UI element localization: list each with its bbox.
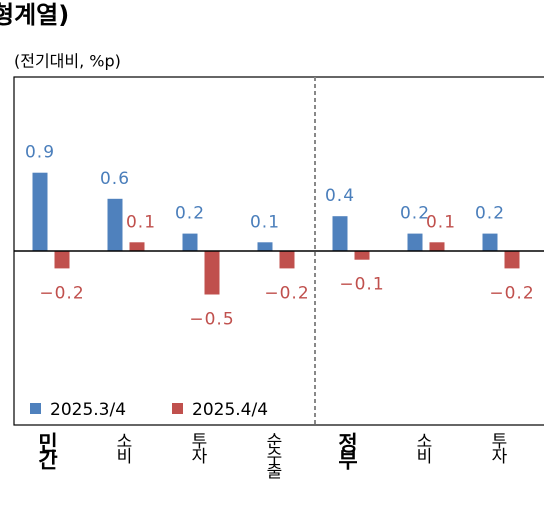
value-label: 0.2 xyxy=(475,204,505,224)
bar xyxy=(332,216,348,251)
legend-label: 2025.3/4 xyxy=(50,400,126,420)
x-tick-label: 소비 xyxy=(112,432,132,462)
value-label: 0.4 xyxy=(325,186,355,206)
bar xyxy=(32,172,48,251)
value-label: 0.9 xyxy=(25,143,55,163)
bar xyxy=(182,233,198,251)
value-label: −0.1 xyxy=(339,275,384,295)
value-label: 0.2 xyxy=(400,204,430,224)
value-label: 0.6 xyxy=(100,169,130,189)
bar xyxy=(257,242,273,251)
x-tick-label: 순수출 xyxy=(262,432,282,477)
value-label: 0.2 xyxy=(175,204,205,224)
bar xyxy=(54,251,70,269)
x-tick-label: 정부 xyxy=(335,432,359,466)
x-tick-label: 투자 xyxy=(187,432,207,462)
bar xyxy=(107,198,123,251)
bar xyxy=(129,242,145,251)
x-tick-label: 투자 xyxy=(487,432,507,462)
legend-swatch xyxy=(172,403,183,414)
value-label: −0.2 xyxy=(264,283,309,303)
legend-swatch xyxy=(30,403,41,414)
value-label: 0.1 xyxy=(126,212,156,232)
value-label: 0.1 xyxy=(426,212,456,232)
bar xyxy=(279,251,295,269)
legend-label: 2025.4/4 xyxy=(192,400,268,420)
bar xyxy=(504,251,520,269)
value-label: 0.1 xyxy=(250,212,280,232)
bar xyxy=(429,242,445,251)
x-tick-label: 민간 xyxy=(35,432,59,466)
value-label: −0.2 xyxy=(489,283,534,303)
bar xyxy=(407,233,423,251)
bar xyxy=(482,233,498,251)
value-label: −0.5 xyxy=(189,310,234,330)
bar xyxy=(204,251,220,295)
x-tick-label: 소비 xyxy=(412,432,432,462)
value-label: −0.2 xyxy=(39,283,84,303)
bar xyxy=(354,251,370,260)
chart-title: 형계열) xyxy=(0,1,69,29)
chart-subtitle: (전기대비, %p) xyxy=(14,52,121,71)
